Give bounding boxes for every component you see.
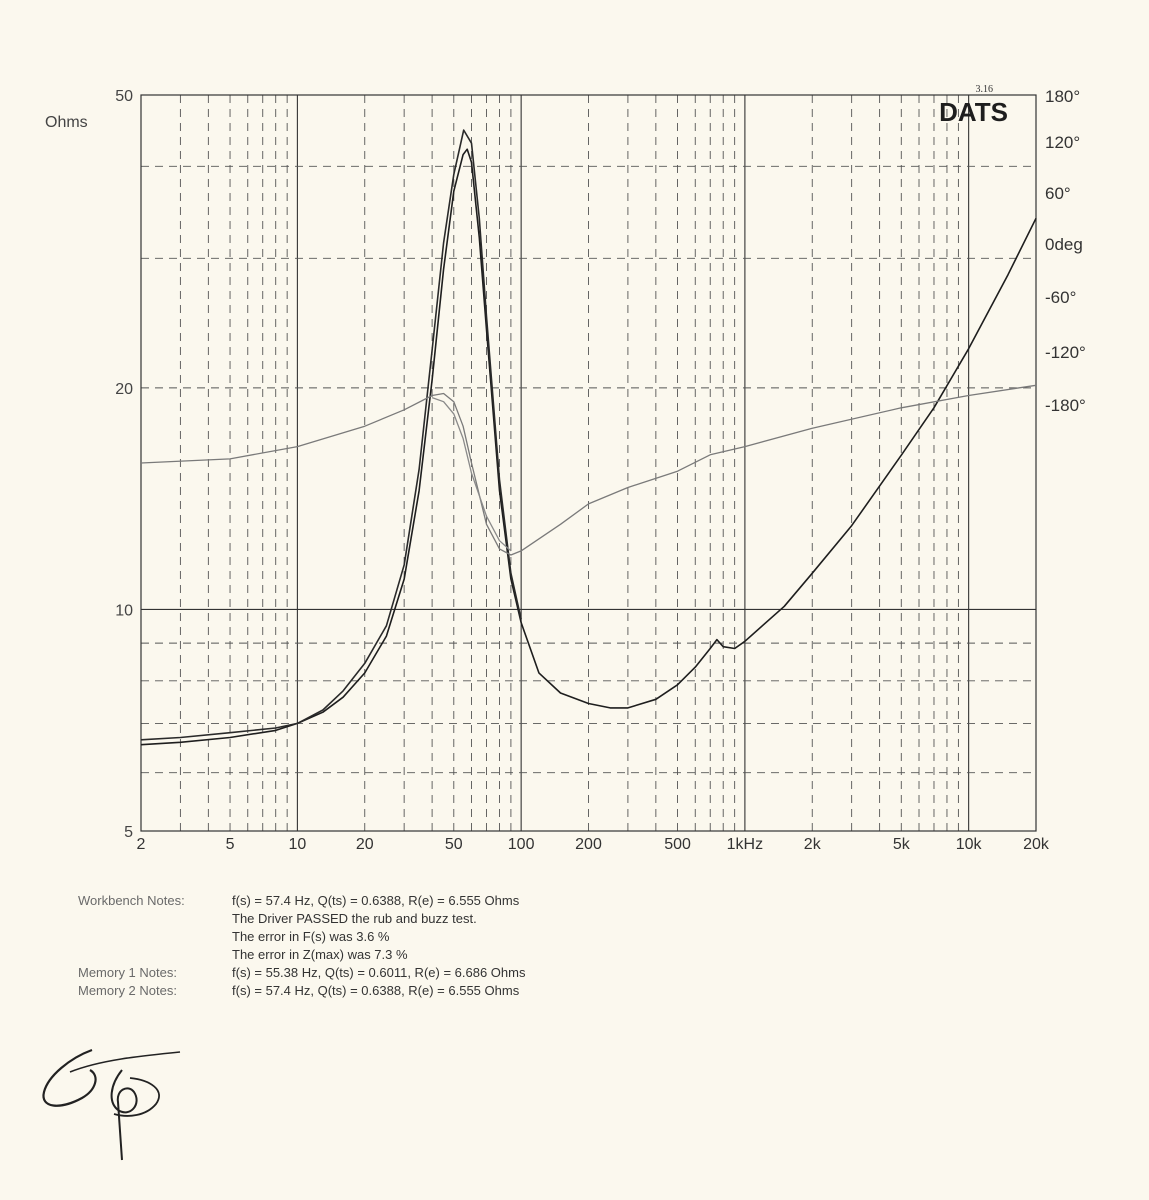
impedance-curve-1 xyxy=(140,148,1037,746)
workbench-notes-row: The Driver PASSED the rub and buzz test. xyxy=(78,910,525,928)
workbench-notes-row: The error in Z(max) was 7.3 % xyxy=(78,946,525,964)
phase-tick-label: -120° xyxy=(1045,343,1086,362)
x-tick-label: 2 xyxy=(137,836,146,853)
y-tick-label: 10 xyxy=(115,602,133,619)
chart-grid xyxy=(140,95,1037,831)
impedance-curve-2 xyxy=(140,129,522,741)
x-tick-label: 20 xyxy=(356,836,374,853)
brand-label: DATS xyxy=(939,97,1008,127)
workbench-note-line-4: The error in Z(max) was 7.3 % xyxy=(232,947,408,962)
x-tick-label: 50 xyxy=(445,836,463,853)
signature-logo xyxy=(42,1048,181,1161)
x-tick-label: 500 xyxy=(664,836,691,853)
x-tick-label: 5k xyxy=(893,836,911,853)
phase-tick-label: 120° xyxy=(1045,133,1080,152)
workbench-note-line-2: The Driver PASSED the rub and buzz test. xyxy=(232,911,477,926)
phase-tick-label: -60° xyxy=(1045,288,1076,307)
notes-panel: Workbench Notes: f(s) = 57.4 Hz, Q(ts) =… xyxy=(78,892,525,1000)
workbench-note-line-3: The error in F(s) was 3.6 % xyxy=(232,929,390,944)
workbench-notes-label: Workbench Notes: xyxy=(78,893,185,908)
x-tick-label: 10k xyxy=(956,836,983,853)
x-tick-label: 1kHz xyxy=(727,836,763,853)
x-tick-label: 200 xyxy=(575,836,602,853)
x-tick-label: 2k xyxy=(804,836,822,853)
y-tick-label: 20 xyxy=(115,381,133,398)
y-axis-title: Ohms xyxy=(45,114,88,131)
phase-tick-label: -180° xyxy=(1045,396,1086,415)
workbench-notes-row: The error in F(s) was 3.6 % xyxy=(78,928,525,946)
memory2-notes-label: Memory 2 Notes: xyxy=(78,983,177,998)
phase-curve-4 xyxy=(431,396,512,552)
x-tick-label: 20k xyxy=(1023,836,1050,853)
x-tick-label: 10 xyxy=(288,836,306,853)
axis-labels: 2 5 10 20 50 100 200 500 1kHz 2k 5k 10k 20k502010518… xyxy=(115,87,1086,853)
workbench-notes-row: Workbench Notes: f(s) = 57.4 Hz, Q(ts) =… xyxy=(78,892,525,910)
x-tick-label: 5 xyxy=(226,836,235,853)
memory1-notes-text: f(s) = 55.38 Hz, Q(ts) = 0.6011, R(e) = … xyxy=(232,965,526,980)
phase-tick-label: 180° xyxy=(1045,87,1080,106)
memory2-notes-row: Memory 2 Notes: f(s) = 57.4 Hz, Q(ts) = … xyxy=(78,982,525,1000)
memory2-notes-text: f(s) = 57.4 Hz, Q(ts) = 0.6388, R(e) = 6… xyxy=(232,983,520,998)
series-layer xyxy=(140,129,1037,746)
phase-tick-label: 60° xyxy=(1045,184,1071,203)
x-tick-label: 100 xyxy=(508,836,535,853)
phase-tick-label: 0deg xyxy=(1045,235,1083,254)
memory1-notes-label: Memory 1 Notes: xyxy=(78,965,177,980)
y-tick-label: 5 xyxy=(124,824,133,841)
impedance-chart: 2 5 10 20 50 100 200 500 1kHz 2k 5k 10k 20k502010518… xyxy=(45,84,1086,853)
phase-curve-3 xyxy=(140,384,1037,556)
memory1-notes-row: Memory 1 Notes: f(s) = 55.38 Hz, Q(ts) =… xyxy=(78,964,525,982)
y-tick-label: 50 xyxy=(115,88,133,105)
version-label: 3.16 xyxy=(976,84,994,95)
workbench-note-line-1: f(s) = 57.4 Hz, Q(ts) = 0.6388, R(e) = 6… xyxy=(232,893,520,908)
